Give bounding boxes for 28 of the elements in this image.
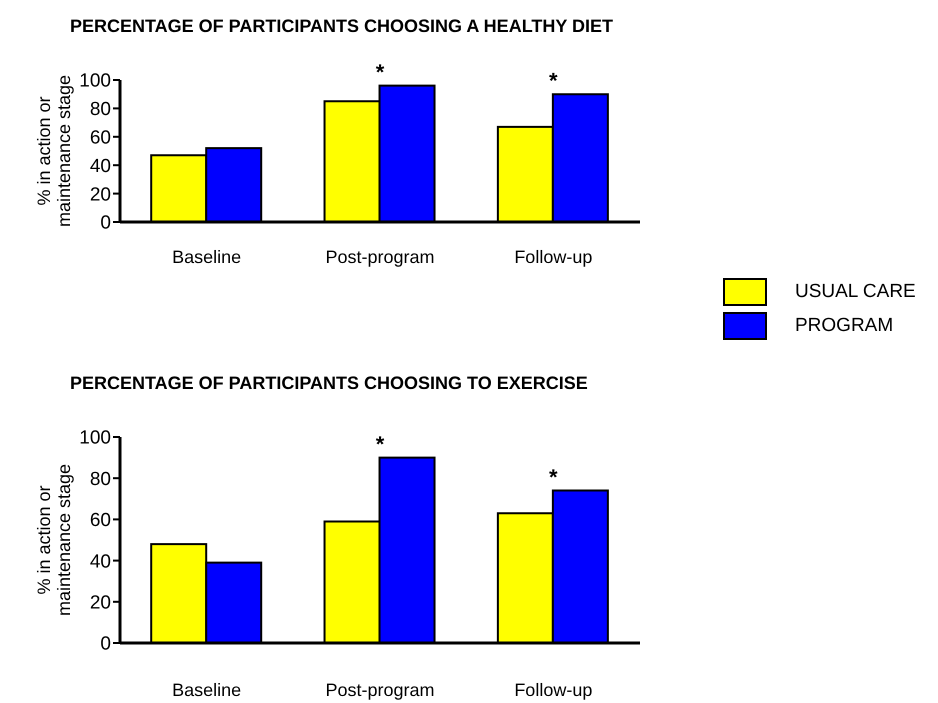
y-tick-label: 60 (90, 510, 111, 532)
annotation: * (549, 464, 558, 490)
y-tick-label: 100 (79, 70, 111, 92)
x-tick-label: Post-program (325, 246, 435, 267)
annotation: * (376, 432, 385, 457)
y-axis-title: % in action or maintenance stage (34, 464, 74, 616)
y-tick-label: 0 (100, 634, 111, 655)
x-tick-label: Post-program (325, 680, 435, 700)
chart-title: PERCENTAGE OF PARTICIPANTS CHOOSING A HEALTHY DIET (70, 16, 614, 37)
x-tick-label: Follow-up (514, 680, 592, 700)
y-axis-title: % in action or maintenance stage (34, 74, 74, 228)
chart-title: PERCENTAGE OF PARTICIPANTS CHOOSING TO EXERCISE (70, 373, 588, 394)
y-tick-label: 20 (90, 184, 111, 206)
annotation: * (549, 68, 558, 94)
y-tick-label: 100 (79, 428, 111, 449)
y-tick-label: 0 (100, 212, 111, 234)
x-tick-label: Follow-up (514, 246, 592, 267)
y-tick-label: 20 (90, 592, 111, 614)
y-tick-label: 60 (90, 128, 111, 149)
annotation: * (376, 60, 385, 85)
legend-label: PROGRAM (795, 315, 894, 337)
x-tick-label: Baseline (172, 246, 242, 267)
x-tick-label: Baseline (172, 680, 242, 700)
y-tick-label: 40 (90, 551, 111, 572)
y-tick-label: 80 (90, 468, 111, 490)
y-tick-label: 80 (90, 99, 111, 120)
y-tick-label: 40 (90, 156, 111, 177)
legend-label: USUAL CARE (795, 281, 916, 303)
